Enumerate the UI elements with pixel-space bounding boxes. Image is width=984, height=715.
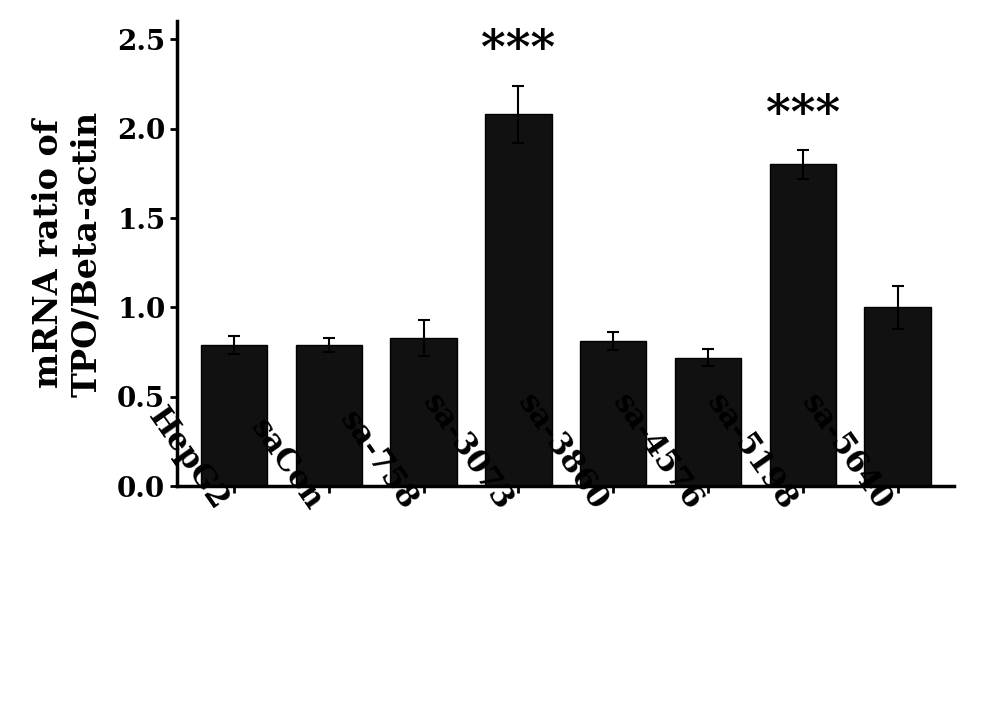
Bar [201, 345, 268, 486]
Bar [769, 164, 836, 486]
Bar [580, 342, 646, 486]
Bar [485, 114, 552, 486]
Text: ***: *** [766, 92, 840, 138]
Bar [864, 307, 931, 486]
Bar [295, 345, 362, 486]
Bar [675, 358, 741, 486]
Text: ***: *** [481, 27, 556, 74]
Y-axis label: mRNA ratio of
TPO/Beta-actin: mRNA ratio of TPO/Beta-actin [31, 111, 103, 397]
Bar [391, 337, 457, 486]
